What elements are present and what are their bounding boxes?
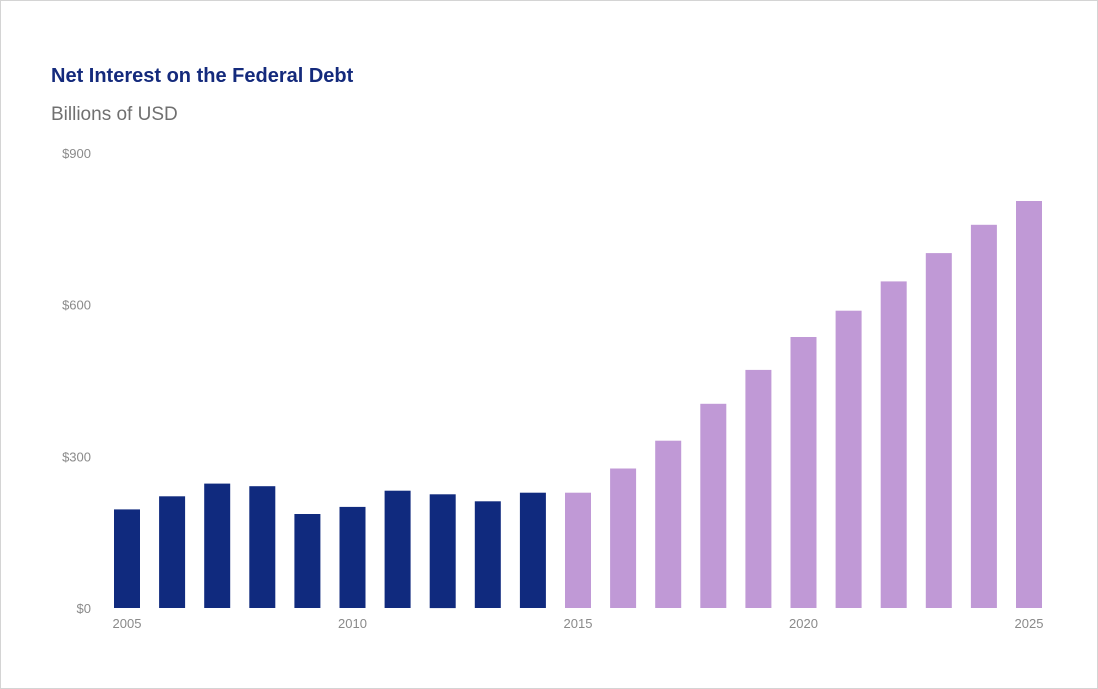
bar-2010 [339,506,366,608]
bar-2006 [159,496,186,608]
bar-2012 [429,494,456,609]
x-tick-label: 2025 [1015,616,1044,631]
x-tick-label: 2010 [338,616,367,631]
bar-2015 [565,492,591,608]
bar-2013 [474,501,501,608]
x-tick-label: 2020 [789,616,818,631]
y-tick-label: $0 [77,601,91,616]
bar-2018 [700,403,727,608]
bar-2023 [925,253,952,608]
bar-2019 [745,369,772,608]
bar-2016 [610,468,637,608]
x-tick-label: 2015 [564,616,593,631]
bar-2025 [1016,201,1042,608]
bar-2011 [384,490,411,608]
bar-2020 [790,337,817,608]
x-axis-ticks: 2005 2010 2015 2020 2025 [113,616,1044,631]
bar-2005 [114,509,140,608]
bar-2014 [519,492,546,608]
bar-2007 [204,483,231,608]
y-axis-ticks: $0 $300 $600 $900 [62,146,91,616]
bar-2024 [970,224,997,609]
y-tick-label: $900 [62,146,91,161]
bar-2017 [655,440,682,608]
bar-2009 [294,514,321,608]
y-tick-label: $300 [62,449,91,464]
bar-2021 [835,310,862,608]
x-tick-label: 2005 [113,616,142,631]
chart-subtitle: Billions of USD [51,104,178,125]
y-tick-label: $600 [62,298,91,313]
bars-group [114,201,1042,609]
bar-2022 [880,281,907,608]
chart-title: Net Interest on the Federal Debt [51,65,354,87]
bar-2008 [249,486,276,608]
